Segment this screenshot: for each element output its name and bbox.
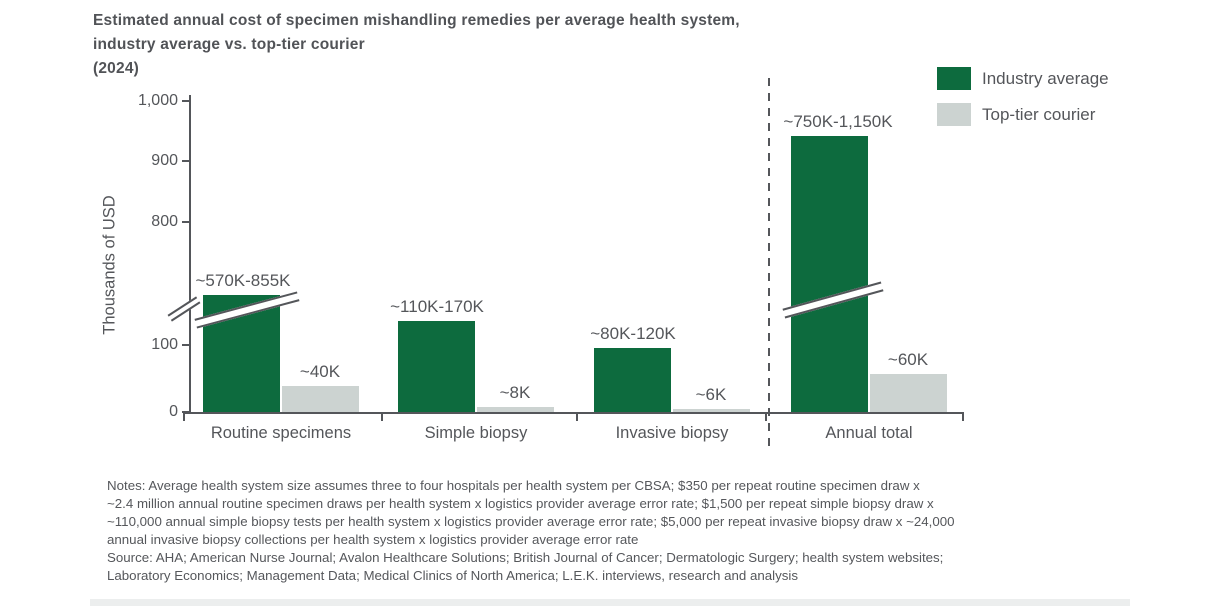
y-tick-label-100: 100 — [151, 336, 178, 353]
y-tick-label-900: 900 — [151, 152, 178, 169]
legend-label-industry-average: Industry average — [982, 68, 1109, 88]
category-label-simple-biopsy: Simple biopsy — [424, 424, 528, 442]
bar-industry-simple-biopsy — [398, 321, 475, 413]
notes-line-1: Notes: Average health system size assume… — [107, 478, 920, 493]
legend-item-top-tier-courier: Top-tier courier — [937, 103, 1095, 126]
x-tick-start — [183, 412, 185, 421]
notes-line-4: annual invasive biopsy collections per h… — [107, 532, 639, 547]
y-tick-1000 — [182, 100, 191, 102]
bar-courier-simple-biopsy — [477, 407, 554, 413]
legend-item-industry-average: Industry average — [937, 67, 1109, 90]
value-label-courier-annual-total: ~60K — [887, 350, 929, 369]
value-label-courier-simple-biopsy: ~8K — [499, 383, 531, 402]
notes-line-3: ~110,000 annual simple biopsy tests per … — [107, 514, 955, 529]
value-label-industry-annual-total: ~750K-1,150K — [783, 112, 893, 131]
category-label-routine-specimens: Routine specimens — [210, 424, 352, 442]
y-tick-label-1000: 1,000 — [137, 92, 178, 109]
value-label-industry-invasive-biopsy: ~80K-120K — [590, 324, 676, 343]
source-line-2: Laboratory Economics; Management Data; M… — [107, 568, 799, 583]
category-label-invasive-biopsy: Invasive biopsy — [615, 424, 729, 442]
source-line-1: Source: AHA; American Nurse Journal; Ava… — [107, 550, 944, 565]
y-tick-100 — [182, 344, 191, 346]
legend-swatch-top-tier-courier — [937, 103, 971, 126]
bar-courier-routine-specimens — [282, 386, 359, 413]
chart-title-line-1: Estimated annual cost of specimen mishan… — [93, 12, 740, 29]
y-tick-label-800: 800 — [151, 213, 178, 230]
y-tick-900 — [182, 160, 191, 162]
category-label-annual-total: Annual total — [825, 424, 913, 442]
legend-label-top-tier-courier: Top-tier courier — [982, 104, 1096, 124]
y-axis-line — [189, 95, 191, 414]
x-tick-boundary-3 — [765, 412, 767, 421]
chart-title-line-2: industry average vs. top-tier courier — [93, 36, 365, 53]
value-label-courier-routine-specimens: ~40K — [299, 362, 341, 381]
value-label-courier-invasive-biopsy: ~6K — [695, 385, 727, 404]
value-label-industry-simple-biopsy: ~110K-170K — [390, 297, 484, 316]
bar-industry-invasive-biopsy — [594, 348, 671, 413]
chart-title: Estimated annual cost of specimen mishan… — [93, 9, 740, 81]
notes-line-2: ~2.4 million annual routine specimen dra… — [107, 496, 934, 511]
x-tick-boundary-1 — [381, 412, 383, 421]
y-axis-title: Thousands of USD — [100, 195, 119, 335]
x-tick-end — [962, 412, 964, 421]
legend-swatch-industry-average — [937, 67, 971, 90]
bar-industry-annual-total — [791, 136, 868, 413]
notes-and-source: Notes: Average health system size assume… — [107, 477, 955, 585]
chart-title-line-3: (2024) — [93, 60, 140, 77]
value-label-industry-routine-specimens: ~570K-855K — [195, 271, 291, 290]
bar-courier-invasive-biopsy — [673, 409, 750, 413]
x-axis-line — [183, 412, 964, 414]
y-tick-label-0: 0 — [169, 403, 178, 420]
annual-total-separator-dashed-line — [768, 78, 770, 450]
x-tick-boundary-2 — [576, 412, 578, 421]
bar-courier-annual-total — [870, 374, 947, 413]
bottom-scroll-strip — [90, 599, 1130, 606]
y-tick-800 — [182, 221, 191, 223]
